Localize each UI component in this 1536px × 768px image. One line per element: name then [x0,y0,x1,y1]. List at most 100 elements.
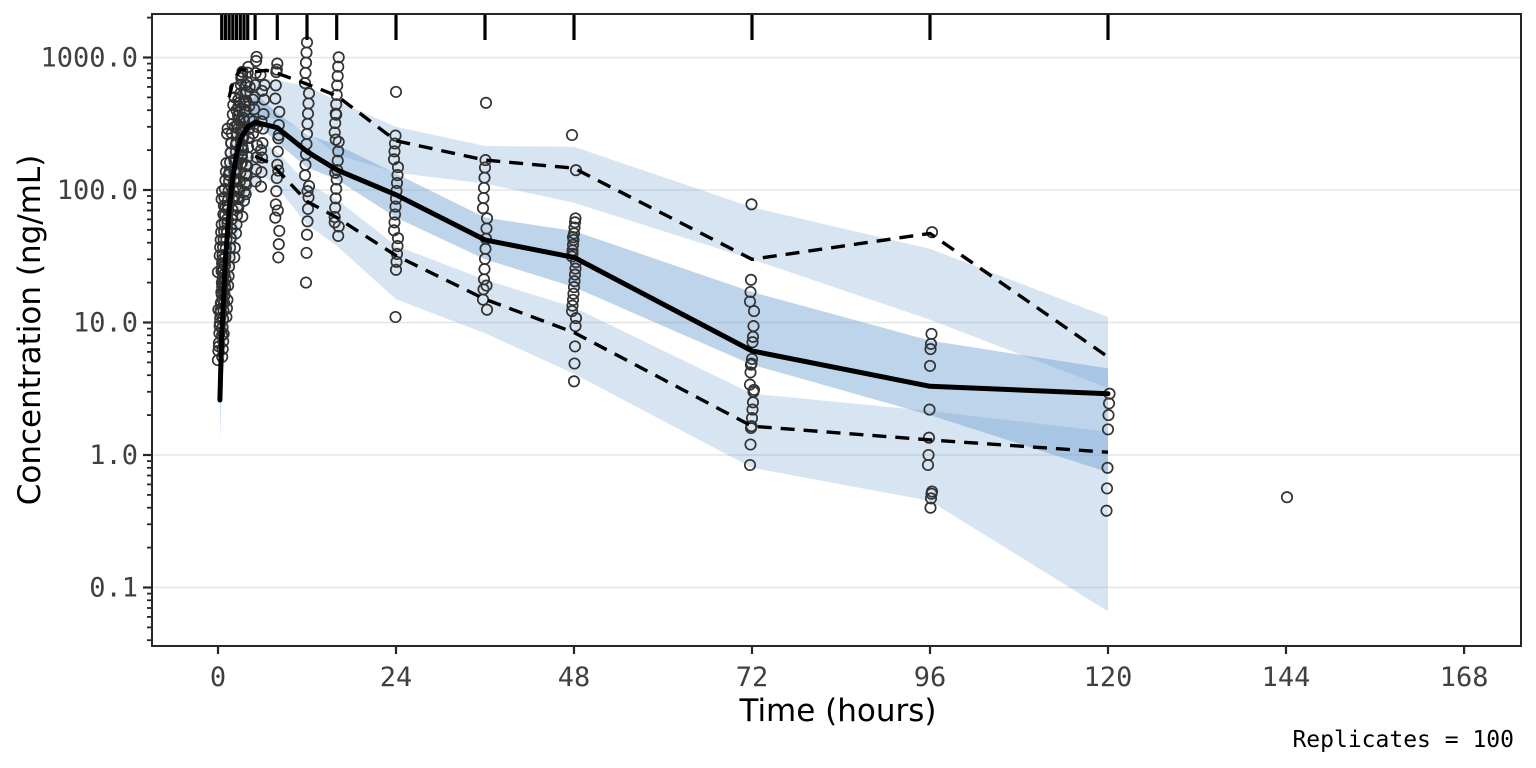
observed-point [301,215,314,228]
observed-point [1100,504,1113,517]
observed-point [745,420,758,433]
observed-point [241,66,254,79]
y-tick-label: 1.0 [89,440,138,471]
observed-point [243,80,256,93]
median-line [217,119,1111,403]
observed-point [329,133,342,146]
observed-point [568,357,581,370]
observed-point [746,336,759,349]
observed-point [744,438,757,451]
observed-point [330,108,343,121]
simulated-ci-5th-ribbon [221,142,1108,612]
observed-point [568,340,582,353]
observed-point [240,169,253,182]
replicates-caption: Replicates = 100 [1292,727,1514,753]
y-tick-label: 100.0 [57,175,138,206]
observed-point [388,208,402,221]
observed-point [1101,461,1114,474]
observed-point [237,194,251,207]
observed-point [744,366,757,379]
observed-point [300,228,314,241]
observed-point [567,287,580,300]
observed-point [255,166,268,179]
observed-point [745,357,758,370]
observed-point [567,375,581,388]
observed-point [569,212,582,225]
observed-point [332,51,345,64]
observed-point [255,84,269,97]
observed-point [272,238,285,251]
observed-point [389,310,402,324]
observed-point [480,279,493,292]
observed-point [391,240,404,253]
observed-point [923,403,936,416]
observed-point [924,501,937,514]
observed-point [256,137,269,150]
observed-point [747,320,760,333]
observed-point [389,263,403,276]
observed-point [569,262,582,275]
observed-point [479,96,493,109]
observed-point [270,63,283,76]
observed-point [744,285,757,299]
simulated-ci-95th-ribbon [225,78,1108,389]
observed-point [389,129,402,142]
observed-point [272,164,285,177]
observed-point [568,216,582,229]
observed-point [257,108,270,121]
x-tick-label: 24 [380,662,413,693]
observed-point [388,145,401,158]
observed-point [743,378,757,391]
observed-point [242,60,255,73]
observed-point [239,104,252,117]
observed-point [743,295,757,308]
observed-point [329,192,342,205]
observed-point [745,412,759,425]
observed-point [329,201,342,214]
observed-point [234,78,247,91]
observed-point [269,79,282,92]
observed-point [388,137,402,150]
observed-point [478,161,492,174]
observed-point [247,127,260,140]
observed-point [389,200,402,213]
observed-point [270,171,283,185]
observed-point [330,182,343,195]
observed-point [924,492,938,505]
observed-point [271,204,284,217]
y-axis-title: Concentration (ng/mL) [12,154,48,506]
observed-point [331,154,344,167]
observed-point [329,117,342,130]
observed-point [745,198,758,211]
observed-point [273,224,286,237]
observed-point [387,153,401,166]
observed-point [388,216,401,229]
observed-point [566,299,579,312]
observed-point [250,50,263,63]
observed-point [301,185,314,198]
observed-point [565,128,579,142]
observed-point [567,281,581,294]
observed-point [299,276,313,289]
observed-point [1102,409,1115,422]
observed-point [565,305,579,318]
y-tick-label: 0.1 [89,573,138,604]
observed-point [480,303,494,316]
observed-point [230,209,244,222]
observed-point [743,458,757,472]
observed-p05-line [254,154,1109,454]
observed-point [568,268,582,281]
observed-point [328,211,341,224]
observed-point [390,176,404,190]
observed-point [332,229,345,242]
observed-point [744,273,758,286]
observed-point [387,224,401,237]
observed-point [229,227,243,240]
observed-point [269,92,282,105]
x-tick-label: 72 [736,662,769,693]
observed-point [746,403,759,416]
observed-point [254,144,268,157]
